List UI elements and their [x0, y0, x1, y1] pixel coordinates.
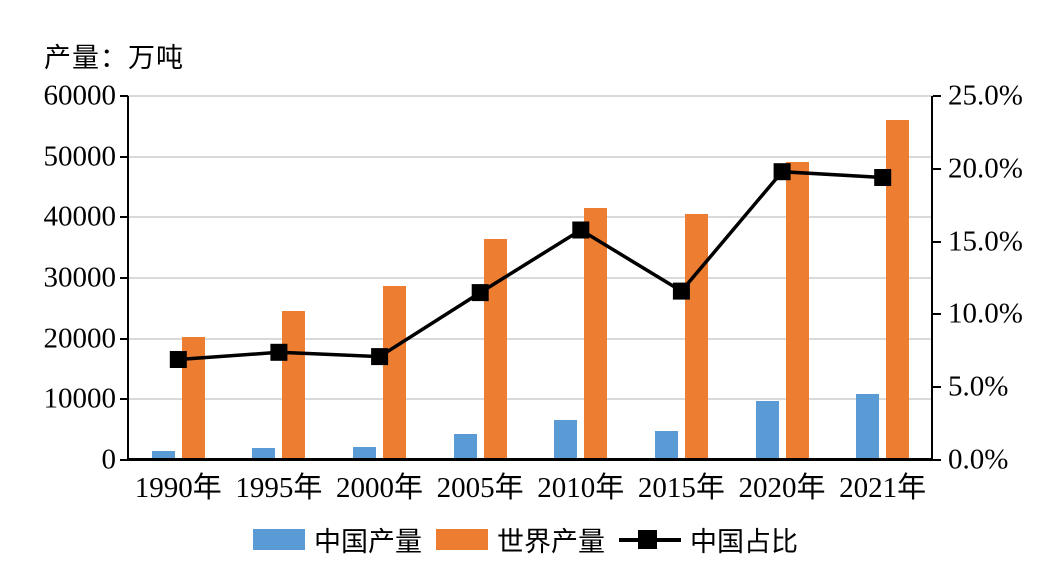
right-y-tick-label: 5.0% [948, 370, 1009, 403]
left-y-tick-label: 10000 [43, 382, 117, 415]
right-y-tick-label: 15.0% [948, 225, 1023, 258]
legend-item-china: 中国产量 [253, 520, 422, 559]
gridline-20000 [128, 337, 933, 340]
left-y-tick-label: 60000 [43, 79, 117, 112]
bar-世界产量-2020年 [785, 161, 809, 460]
gridline-60000 [128, 95, 933, 97]
bar-中国产量-1995年 [252, 448, 276, 460]
right-tick-mark [933, 386, 941, 389]
left-y-tick-label: 40000 [43, 200, 117, 233]
left-tick-mark [120, 459, 128, 461]
right-tick-mark [933, 167, 941, 170]
x-axis-label-1: 1990年 [134, 472, 222, 504]
gridline-40000 [128, 216, 933, 219]
x-axis-label-7: 2020年 [738, 472, 826, 504]
left-y-tick-label: 0 [101, 443, 117, 476]
bar-世界产量-1990年 [181, 336, 205, 460]
right-y-axis-line [931, 96, 933, 461]
legend-label-world: 世界产量 [497, 527, 605, 557]
x-axis-label-2: 1995年 [235, 472, 323, 504]
x-axis-line [127, 458, 933, 461]
bar-中国产量-1990年 [151, 450, 175, 460]
right-y-tick-label: 25.0% [948, 79, 1023, 112]
bar-世界产量-1995年 [282, 311, 306, 460]
x-axis-label-5: 2010年 [537, 472, 625, 504]
left-tick-mark [120, 277, 128, 279]
bar-中国产量-2005年 [453, 433, 477, 460]
left-y-tick-label: 20000 [43, 322, 117, 355]
bar-中国产量-2020年 [755, 400, 779, 460]
gridline-50000 [128, 155, 933, 158]
bar-中国产量-2021年 [856, 393, 880, 460]
legend: 中国产量 世界产量 中国占比 [0, 520, 1051, 559]
legend-label-share: 中国占比 [690, 527, 798, 557]
plot-area [128, 95, 933, 460]
axis-title: 产量：万吨 [44, 43, 184, 73]
right-y-tick-label: 20.0% [948, 152, 1023, 185]
bar-中国产量-2010年 [554, 419, 578, 460]
right-tick-mark [933, 95, 941, 97]
gridline-30000 [128, 277, 933, 279]
bar-中国产量-2000年 [353, 447, 377, 460]
x-axis-label-6: 2015年 [637, 472, 725, 504]
world-bar-swatch-icon [436, 529, 488, 550]
right-y-tick-label: 10.0% [948, 297, 1023, 330]
left-tick-mark [120, 95, 128, 97]
line-marker-swatch-icon [619, 529, 681, 550]
left-tick-mark [120, 337, 128, 340]
x-axis-label-3: 2000年 [336, 472, 424, 504]
left-y-axis-line [127, 96, 129, 461]
bar-世界产量-2021年 [886, 119, 910, 460]
bar-世界产量-2005年 [483, 239, 507, 460]
bar-中国产量-2015年 [654, 430, 678, 460]
bar-世界产量-2010年 [584, 207, 608, 460]
right-y-tick-label: 0.0% [948, 443, 1009, 476]
x-axis-label-8: 2021年 [839, 472, 927, 504]
right-tick-mark [933, 313, 941, 316]
left-y-tick-label: 50000 [43, 140, 117, 173]
bar-世界产量-2015年 [684, 213, 708, 460]
right-tick-mark [933, 240, 941, 243]
china-bar-swatch-icon [253, 529, 305, 550]
left-y-tick-label: 30000 [43, 261, 117, 294]
left-tick-mark [120, 398, 128, 401]
left-tick-mark [120, 155, 128, 158]
gridline-10000 [128, 398, 933, 401]
legend-item-world: 世界产量 [436, 520, 605, 559]
bar-世界产量-2000年 [383, 285, 407, 460]
legend-label-china: 中国产量 [314, 527, 422, 557]
right-tick-mark [933, 459, 941, 461]
left-tick-mark [120, 216, 128, 219]
legend-item-share: 中国占比 [619, 520, 798, 559]
x-axis-label-4: 2005年 [436, 472, 524, 504]
